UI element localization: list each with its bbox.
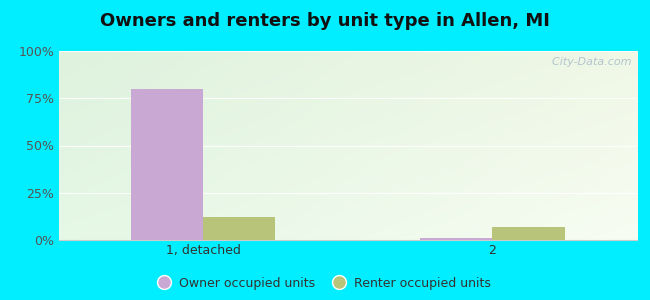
Bar <box>420 238 493 240</box>
Text: Owners and renters by unit type in Allen, MI: Owners and renters by unit type in Allen… <box>100 12 550 30</box>
Bar <box>203 217 276 240</box>
Legend: Owner occupied units, Renter occupied units: Owner occupied units, Renter occupied un… <box>155 273 495 294</box>
Text: City-Data.com: City-Data.com <box>545 57 631 67</box>
Bar <box>493 227 565 240</box>
Bar <box>131 89 203 240</box>
